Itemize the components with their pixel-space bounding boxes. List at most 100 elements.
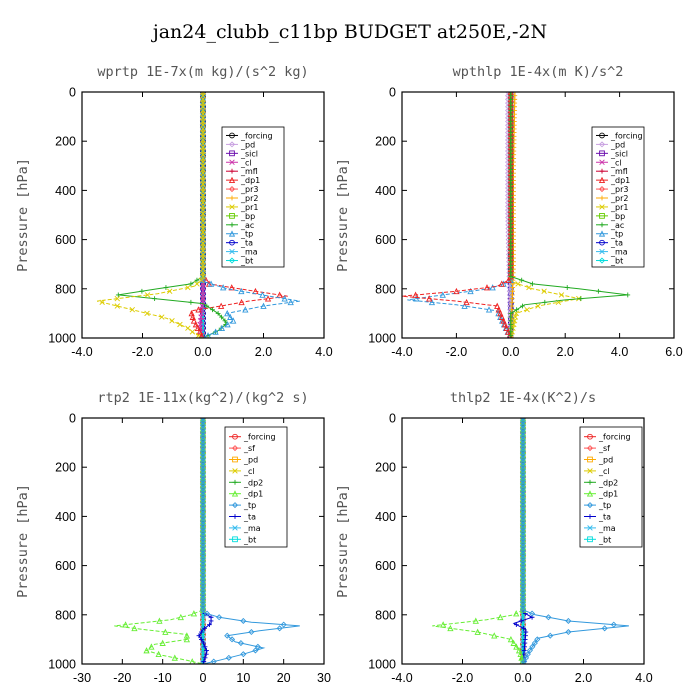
series-marker xyxy=(426,295,433,302)
series-marker xyxy=(199,265,207,272)
x-tick-label: 4.0 xyxy=(611,345,628,359)
legend-label: _bt xyxy=(243,535,256,544)
x-tick-label: -10 xyxy=(154,671,172,685)
y-tick-label: 0 xyxy=(69,412,76,426)
legend-label: _tp xyxy=(243,501,256,510)
x-tick-label: -4.0 xyxy=(71,345,93,359)
series-marker xyxy=(199,169,207,177)
legend-item: _cl xyxy=(226,158,252,167)
series-marker xyxy=(156,617,163,624)
series-tp xyxy=(199,418,300,664)
series-marker xyxy=(534,636,541,643)
series-marker xyxy=(199,503,207,510)
legend-item: _ta xyxy=(584,513,611,522)
legend-item: _sicl xyxy=(226,149,258,158)
x-tick-label: 20 xyxy=(277,671,291,685)
y-tick-label: 0 xyxy=(69,86,76,100)
series-marker xyxy=(506,280,513,287)
series-marker xyxy=(199,481,207,488)
y-axis-label: Pressure [hPa] xyxy=(335,158,351,272)
series-marker xyxy=(202,655,208,661)
series-marker xyxy=(129,306,136,313)
panel-title: rtp2 1E-11x(kg^2)/(kg^2 s) xyxy=(97,390,308,406)
series-group xyxy=(114,418,300,664)
legend-label: _ta xyxy=(240,239,253,248)
legend-item: _ma xyxy=(596,248,628,257)
legend-marker xyxy=(229,132,235,139)
series-marker xyxy=(203,651,209,657)
series-marker xyxy=(526,284,532,291)
legend-marker xyxy=(229,222,235,228)
series-marker xyxy=(439,291,446,298)
series-marker xyxy=(199,162,207,169)
legend-label: _forcing xyxy=(240,131,273,140)
series-marker xyxy=(199,258,207,265)
series-marker xyxy=(541,288,547,294)
series-marker xyxy=(519,558,527,565)
plot-frame xyxy=(401,417,645,665)
legend-item: _bt xyxy=(596,257,623,266)
series-marker xyxy=(519,521,527,529)
series-marker xyxy=(212,328,219,335)
series-marker xyxy=(177,321,183,328)
series-line xyxy=(202,418,300,664)
series-marker xyxy=(167,288,173,294)
legend-marker xyxy=(587,514,593,519)
series-marker xyxy=(503,324,510,332)
series-marker xyxy=(225,654,232,661)
legend-marker xyxy=(599,222,605,228)
series-marker xyxy=(519,418,527,422)
x-tick-label: 0.0 xyxy=(502,345,519,359)
series-group xyxy=(402,92,631,338)
series-marker xyxy=(505,276,512,284)
y-tick-label: 0 xyxy=(389,412,396,426)
series-marker xyxy=(519,418,527,425)
series-marker xyxy=(519,485,527,492)
legend-marker xyxy=(586,445,594,452)
series-ac xyxy=(508,92,631,338)
series-marker xyxy=(519,569,527,577)
series-marker xyxy=(519,470,527,477)
series-marker xyxy=(196,633,202,639)
series-marker xyxy=(199,603,207,610)
series-tp xyxy=(407,92,514,338)
series-marker xyxy=(489,284,496,291)
series-marker xyxy=(199,566,207,573)
series-marker xyxy=(519,466,527,473)
series-marker xyxy=(115,292,121,298)
x-tick-label: 30 xyxy=(317,671,331,685)
series-marker xyxy=(506,284,513,291)
series-ac xyxy=(115,92,229,338)
series-marker xyxy=(495,306,502,313)
series-marker xyxy=(610,621,617,628)
series-marker xyxy=(519,444,527,451)
x-tick-label: 0.0 xyxy=(194,345,211,359)
legend-label: _dp1 xyxy=(240,176,260,185)
series-marker xyxy=(519,529,527,536)
y-tick-label: 800 xyxy=(55,608,76,622)
series-marker xyxy=(194,324,201,332)
series-marker xyxy=(114,303,121,309)
series-group xyxy=(96,92,300,338)
series-marker xyxy=(519,488,527,495)
series-marker xyxy=(202,644,208,650)
series-marker xyxy=(506,288,513,295)
legend-item: _ma xyxy=(226,248,258,257)
series-marker xyxy=(199,499,207,506)
legend-marker xyxy=(232,433,238,440)
series-marker xyxy=(195,306,202,313)
series-marker xyxy=(227,313,234,320)
series-marker xyxy=(189,313,196,320)
series-marker xyxy=(440,621,447,628)
series-marker xyxy=(199,114,207,121)
series-marker xyxy=(208,618,214,624)
series-marker xyxy=(519,540,527,547)
series-marker xyxy=(519,577,527,584)
legend-item: _ta xyxy=(229,513,256,522)
series-marker xyxy=(199,455,207,462)
y-tick-label: 200 xyxy=(375,461,396,475)
series-marker xyxy=(519,440,527,447)
series-marker xyxy=(519,525,527,532)
series-marker xyxy=(521,625,527,631)
series-marker xyxy=(210,307,215,313)
